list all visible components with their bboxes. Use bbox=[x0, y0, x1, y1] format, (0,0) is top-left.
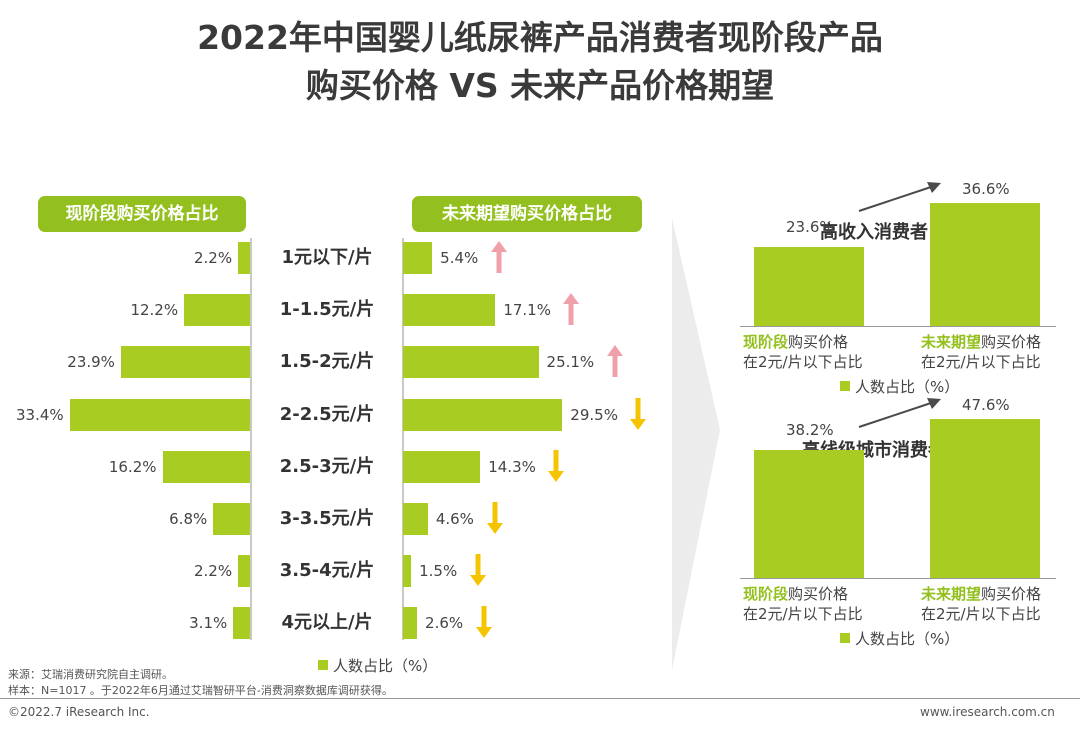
current-bar bbox=[238, 555, 250, 588]
panel-legend-label: 人数占比（%） bbox=[855, 630, 960, 648]
trend-down-arrow-icon bbox=[469, 553, 487, 591]
current-price-header: 现阶段购买价格占比 bbox=[38, 196, 246, 232]
current-value-label: 2.2% bbox=[194, 562, 233, 581]
panel-current-bar bbox=[754, 246, 864, 326]
trend-down-arrow-icon bbox=[547, 449, 565, 487]
panel-current-label-bold: 现阶段 bbox=[743, 333, 789, 351]
future-value-label: 1.5% bbox=[419, 562, 458, 581]
panel-current-label-bold: 现阶段 bbox=[743, 585, 789, 603]
panel-baseline bbox=[740, 326, 1056, 327]
future-value-label: 17.1% bbox=[503, 301, 551, 320]
panel-current-label-rest: 购买价格 bbox=[788, 585, 849, 603]
panel-future-label-sub: 在2元/片以下占比 bbox=[921, 605, 1041, 623]
panel-future-label-bold: 未来期望 bbox=[921, 333, 982, 351]
future-bar bbox=[403, 294, 496, 327]
current-value-label: 23.9% bbox=[67, 353, 115, 372]
trend-down-arrow-icon bbox=[475, 605, 493, 643]
panel-future-value: 36.6% bbox=[962, 180, 1010, 199]
current-bar bbox=[233, 607, 250, 640]
price-range-label: 1元以下/片 bbox=[281, 247, 373, 268]
future-bar bbox=[403, 607, 418, 640]
future-value-label: 29.5% bbox=[570, 405, 618, 424]
source-note: 来源：艾瑞消费研究院自主调研。 bbox=[8, 668, 173, 681]
legend-swatch bbox=[318, 660, 328, 670]
panel-future-label-bold: 未来期望 bbox=[921, 585, 982, 603]
panel-current-label: 现阶段购买价格在2元/片以下占比 bbox=[743, 584, 893, 624]
panel-current-label-rest: 购买价格 bbox=[788, 333, 849, 351]
panel-future-label-rest: 购买价格 bbox=[981, 333, 1042, 351]
price-range-label: 2-2.5元/片 bbox=[279, 403, 375, 425]
page-title-line2: 购买价格 VS 未来产品价格期望 bbox=[305, 66, 775, 105]
panel-current-label-sub: 在2元/片以下占比 bbox=[743, 605, 863, 623]
current-bar bbox=[120, 346, 250, 379]
current-bar bbox=[213, 503, 250, 535]
future-value-label: 4.6% bbox=[435, 510, 474, 528]
legend-swatch bbox=[840, 381, 850, 391]
panel-baseline bbox=[740, 578, 1056, 579]
sample-note: 样本：N=1017 。于2022年6月通过艾瑞智研平台-消费洞察数据库调研获得。 bbox=[8, 684, 393, 697]
future-price-header: 未来期望购买价格占比 bbox=[412, 196, 642, 232]
trend-arrow-icon bbox=[858, 397, 941, 428]
future-bar bbox=[403, 555, 412, 588]
panel-future-label: 未来期望购买价格在2元/片以下占比 bbox=[921, 332, 1071, 372]
future-bar bbox=[403, 503, 428, 535]
trend-up-arrow-icon bbox=[562, 292, 580, 330]
future-value-label: 14.3% bbox=[488, 457, 536, 476]
current-value-label: 12.2% bbox=[130, 301, 179, 320]
trend-up-arrow-icon bbox=[490, 240, 508, 278]
panel-legend-label: 人数占比（%） bbox=[855, 378, 960, 396]
future-bar bbox=[403, 398, 563, 431]
current-value-label: 33.4% bbox=[15, 405, 64, 424]
trend-down-arrow-icon bbox=[486, 501, 504, 539]
current-value-label: 6.8% bbox=[169, 510, 208, 528]
price-range-label: 1-1.5元/片 bbox=[279, 299, 375, 321]
panel-current-value: 23.6% bbox=[786, 217, 834, 236]
price-range-label: 4元以上/片 bbox=[281, 612, 373, 634]
right-axis bbox=[402, 238, 404, 640]
panel-future-bar bbox=[930, 203, 1040, 326]
price-range-label: 1.5-2元/片 bbox=[279, 351, 375, 373]
panel-current-label: 现阶段购买价格在2元/片以下占比 bbox=[743, 332, 893, 372]
footer-divider bbox=[0, 698, 1080, 699]
future-bar bbox=[403, 450, 481, 483]
future-bar bbox=[403, 346, 539, 379]
left-axis bbox=[250, 238, 252, 640]
future-value-label: 5.4% bbox=[440, 249, 479, 267]
future-value-label: 2.6% bbox=[425, 614, 464, 633]
future-value-label: 25.1% bbox=[546, 353, 595, 372]
site-url: www.iresearch.com.cn bbox=[920, 705, 1055, 719]
price-range-label: 3.5-4元/片 bbox=[279, 560, 375, 582]
panel-title: 高收入消费者 bbox=[820, 222, 928, 243]
trend-down-arrow-icon bbox=[629, 397, 647, 435]
panel-future-label: 未来期望购买价格在2元/片以下占比 bbox=[921, 584, 1071, 624]
current-bar bbox=[184, 294, 250, 327]
current-bar bbox=[69, 398, 250, 431]
panel-legend: 人数占比（%） bbox=[840, 628, 959, 649]
price-range-label: 2.5-3元/片 bbox=[279, 455, 375, 477]
current-value-label: 3.1% bbox=[189, 614, 228, 633]
current-value-label: 2.2% bbox=[194, 249, 233, 267]
panel-future-value: 47.6% bbox=[962, 395, 1010, 414]
chart-legend: 人数占比（%） bbox=[318, 655, 437, 676]
legend-swatch bbox=[840, 633, 850, 643]
panel-legend: 人数占比（%） bbox=[840, 376, 959, 397]
price-range-label: 3-3.5元/片 bbox=[279, 508, 375, 529]
panel-future-label-sub: 在2元/片以下占比 bbox=[921, 353, 1041, 371]
panel-current-label-sub: 在2元/片以下占比 bbox=[743, 353, 863, 371]
future-bar bbox=[403, 242, 433, 274]
page-title-line1: 2022年中国婴儿纸尿裤产品消费者现阶段产品 bbox=[197, 18, 883, 57]
panel-current-value: 38.2% bbox=[786, 421, 834, 440]
trend-up-arrow-icon bbox=[606, 344, 624, 382]
legend-label: 人数占比（%） bbox=[333, 657, 438, 675]
panel-future-label-rest: 购买价格 bbox=[981, 585, 1042, 603]
panel-future-bar bbox=[930, 418, 1040, 578]
current-bar bbox=[238, 242, 250, 274]
current-bar bbox=[162, 450, 250, 483]
trend-arrow-icon bbox=[858, 182, 941, 213]
copyright: ©2022.7 iResearch Inc. bbox=[8, 705, 150, 719]
panel-current-bar bbox=[754, 450, 864, 578]
current-value-label: 16.2% bbox=[108, 457, 157, 476]
